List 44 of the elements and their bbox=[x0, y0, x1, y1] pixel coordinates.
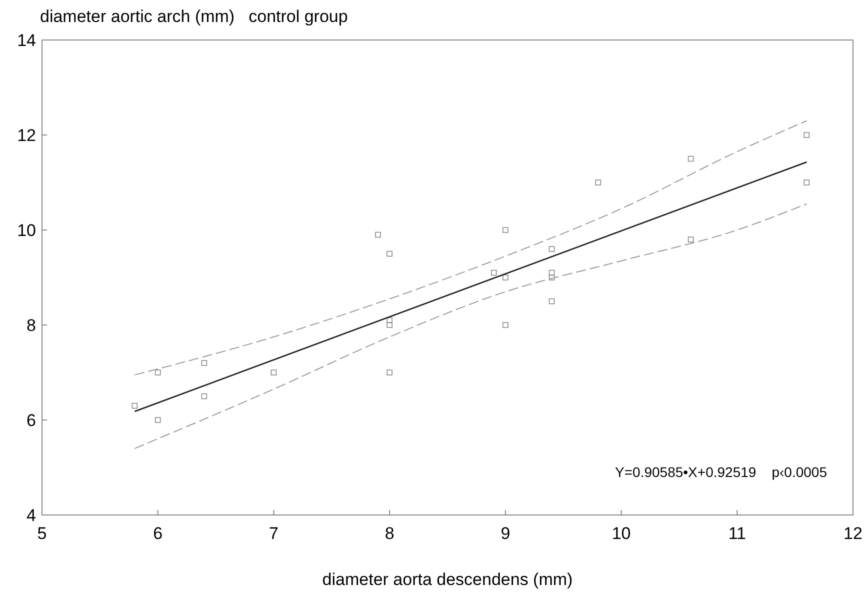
x-tick-label: 10 bbox=[612, 524, 631, 543]
point bbox=[804, 132, 810, 138]
y-tick-label: 10 bbox=[17, 221, 36, 240]
point bbox=[548, 246, 555, 252]
point bbox=[804, 180, 810, 186]
y-tick-label: 14 bbox=[17, 31, 36, 50]
x-tick-label: 12 bbox=[844, 524, 862, 543]
point bbox=[386, 370, 392, 376]
y-tick-label: 6 bbox=[26, 411, 36, 430]
point bbox=[595, 180, 602, 186]
y-tick-label: 8 bbox=[26, 316, 36, 335]
chart-title: control group bbox=[248, 7, 348, 26]
point bbox=[386, 322, 392, 328]
y-axis-title: diameter aortic arch (mm) bbox=[40, 7, 235, 26]
point bbox=[270, 370, 277, 376]
point bbox=[132, 402, 138, 409]
point bbox=[688, 236, 694, 242]
point bbox=[548, 298, 555, 304]
x-tick-label: 9 bbox=[500, 524, 510, 543]
point bbox=[154, 370, 161, 376]
point bbox=[201, 360, 208, 366]
point bbox=[154, 417, 161, 423]
line-series bbox=[134, 120, 808, 376]
point bbox=[386, 250, 392, 257]
point bbox=[688, 156, 694, 162]
x-tick-label: 8 bbox=[384, 524, 394, 543]
point bbox=[386, 317, 392, 324]
point bbox=[502, 274, 508, 280]
point bbox=[490, 270, 497, 276]
point bbox=[502, 322, 508, 328]
x-tick-label: 7 bbox=[268, 524, 278, 543]
point bbox=[502, 227, 508, 233]
x-tick-label: 5 bbox=[37, 524, 47, 543]
line-series bbox=[134, 203, 808, 449]
x-tick-label: 6 bbox=[153, 524, 163, 543]
point bbox=[548, 274, 555, 280]
y-tick-label: 12 bbox=[17, 126, 36, 145]
x-tick-label: 11 bbox=[728, 524, 746, 543]
x-axis-title: diameter aorta descendens (mm) bbox=[322, 570, 573, 589]
point bbox=[201, 393, 208, 400]
annotation: Y=0.90585•X+0.92519 p‹0.0005 bbox=[615, 464, 828, 480]
y-tick-label: 4 bbox=[26, 506, 36, 525]
point bbox=[548, 270, 555, 276]
point bbox=[375, 232, 381, 238]
